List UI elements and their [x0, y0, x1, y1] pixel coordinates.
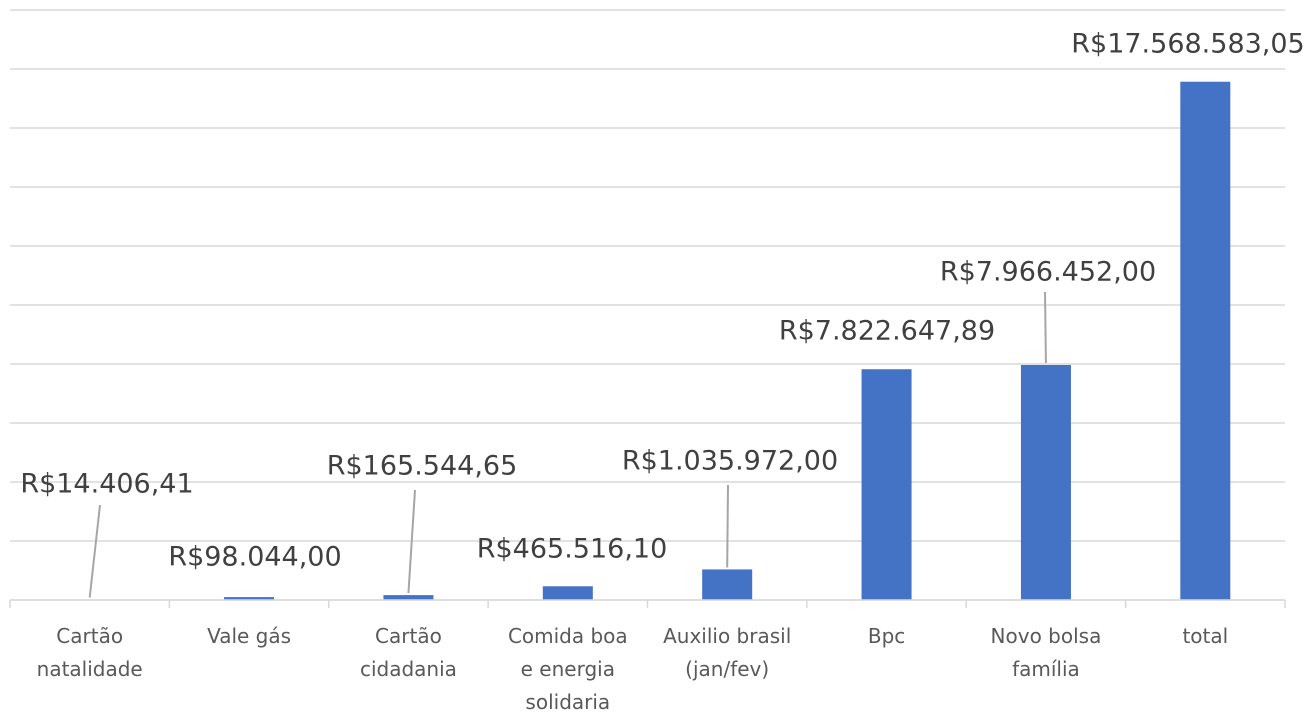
bar	[861, 369, 912, 600]
x-tick-label: Bpc	[867, 624, 906, 648]
data-label: R$7.822.647,89	[779, 316, 995, 347]
data-label: R$165.544,65	[327, 451, 518, 482]
leader-line	[88, 504, 101, 598]
x-tick-label: Comida boa e energia solidaria	[507, 624, 628, 714]
data-label: R$7.966.452,00	[940, 257, 1156, 288]
x-tick-label: total	[1182, 624, 1229, 648]
bar	[383, 595, 434, 600]
data-label: R$465.516,10	[477, 534, 668, 565]
x-tick-label: Vale gás	[207, 624, 292, 648]
bar	[1020, 364, 1071, 600]
leader-line	[726, 484, 729, 568]
leader-line	[1044, 291, 1047, 364]
leader-line	[407, 489, 416, 594]
data-label: R$14.406,41	[20, 469, 193, 500]
bar	[1180, 81, 1231, 600]
x-tick-label: Cartão cidadania	[359, 624, 457, 681]
data-label: R$98.044,00	[168, 542, 341, 573]
x-tick-label: Novo bolsa família	[990, 624, 1102, 681]
data-label: R$1.035.972,00	[622, 446, 838, 477]
data-label: R$17.568.583,05	[1071, 29, 1304, 60]
bar	[224, 597, 275, 600]
x-tick-label: Auxilio brasil (jan/fev)	[663, 624, 792, 681]
bar	[542, 586, 593, 600]
x-tick-label: Cartão natalidade	[36, 624, 143, 681]
bar	[702, 569, 753, 600]
